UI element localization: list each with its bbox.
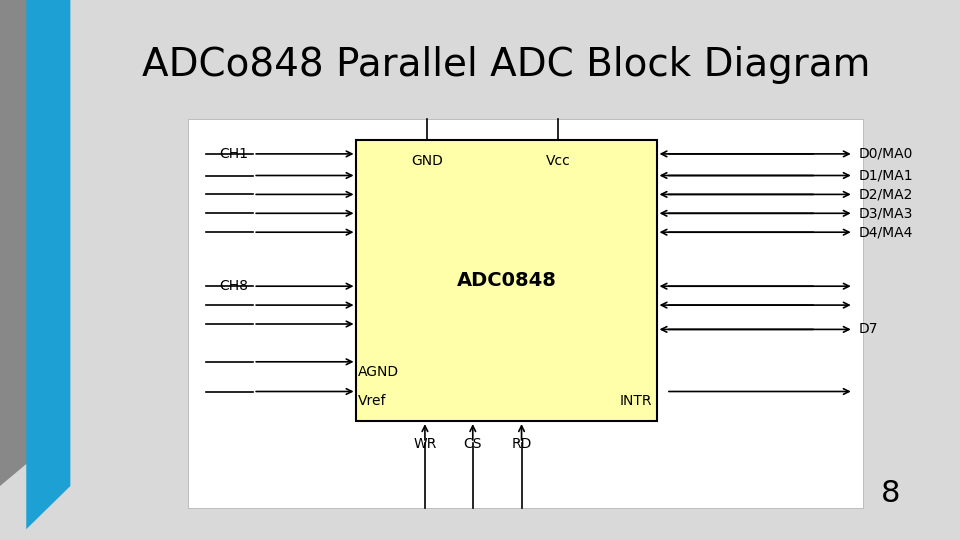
Text: D4/MA4: D4/MA4 — [858, 225, 913, 239]
Text: D0/MA0: D0/MA0 — [858, 147, 913, 161]
Text: GND: GND — [411, 154, 443, 168]
Polygon shape — [26, 0, 70, 529]
Text: Vref: Vref — [358, 394, 387, 408]
Text: AGND: AGND — [358, 364, 399, 379]
Text: CH8: CH8 — [220, 279, 249, 293]
Text: WR: WR — [413, 437, 437, 451]
Text: 8: 8 — [881, 478, 900, 508]
Text: CS: CS — [464, 437, 482, 451]
Bar — [187, 119, 863, 508]
Text: Vcc: Vcc — [546, 154, 570, 168]
Text: ADCo848 Parallel ADC Block Diagram: ADCo848 Parallel ADC Block Diagram — [142, 46, 871, 84]
Text: ADC0848: ADC0848 — [457, 271, 557, 291]
Bar — [356, 140, 657, 421]
Text: D2/MA2: D2/MA2 — [858, 187, 913, 201]
Text: D3/MA3: D3/MA3 — [858, 206, 913, 220]
Text: D7: D7 — [858, 322, 877, 336]
Text: RD: RD — [512, 437, 532, 451]
Text: INTR: INTR — [619, 394, 652, 408]
Text: D1/MA1: D1/MA1 — [858, 168, 913, 183]
Text: CH1: CH1 — [220, 147, 249, 161]
Polygon shape — [0, 0, 52, 486]
